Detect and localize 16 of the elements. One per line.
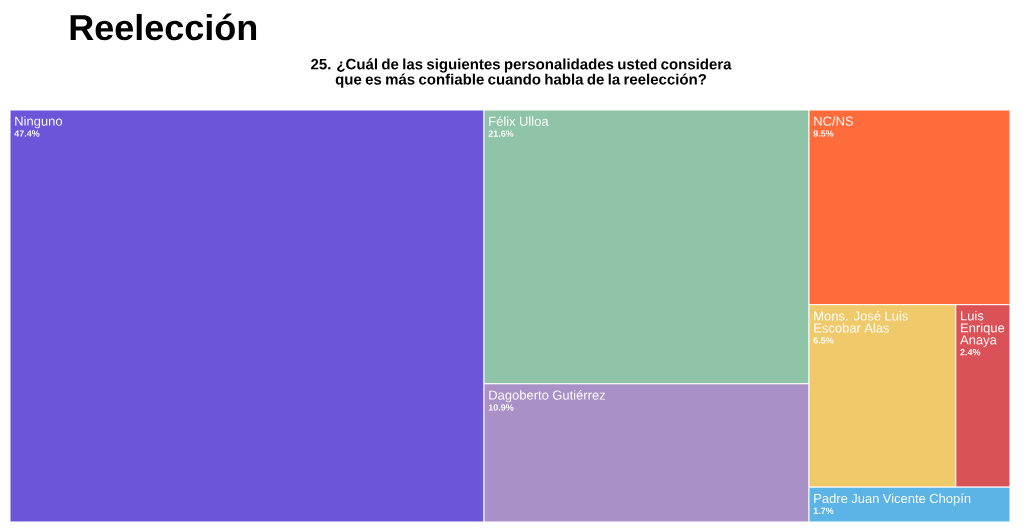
category-label: Ninguno bbox=[15, 116, 63, 129]
data-label: 47.4% bbox=[14, 130, 40, 137]
data-label: 21.6% bbox=[488, 130, 514, 137]
data-label: 2.4% bbox=[960, 349, 981, 356]
data-label: 10.9% bbox=[488, 404, 514, 411]
category-label: NC/NS bbox=[814, 116, 854, 126]
category-label: Padre Juan Vicente Chopín bbox=[814, 493, 971, 506]
text: Reelección bbox=[70, 13, 257, 41]
data-label: 1.7% bbox=[813, 507, 834, 514]
data-label: 6.5% bbox=[813, 337, 834, 344]
category-label: Mons. José Luis Escobar Alas bbox=[814, 310, 908, 333]
data-label: 9.5% bbox=[813, 130, 834, 137]
category-label: Dagoberto Gutiérrez bbox=[489, 390, 606, 403]
category-label: Luis Enrique Anaya bbox=[960, 310, 1005, 348]
text: 25. ¿Cuál de las siguientes personalidades usted considera que es más confiable cuando habla de la reelección? bbox=[311, 58, 732, 88]
category-label: Félix Ulloa bbox=[489, 116, 549, 126]
